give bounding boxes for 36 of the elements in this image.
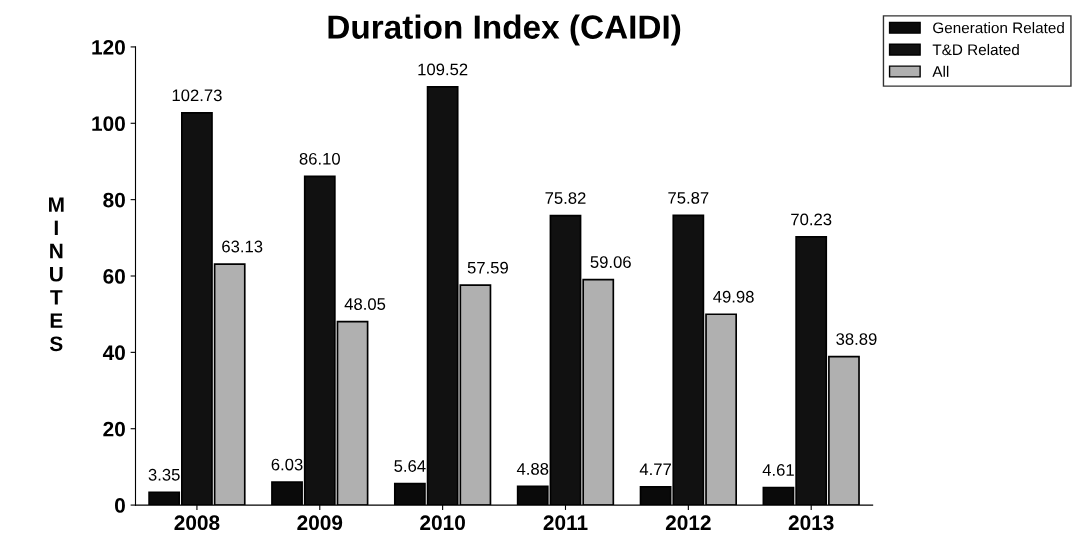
y-tick-label: 80 [103, 192, 125, 208]
data-label: 48.05 [344, 298, 386, 310]
x-tick-label: 2012 [665, 515, 711, 531]
data-label: 86.10 [299, 152, 340, 165]
data-label: 5.64 [394, 460, 426, 472]
y-axis-title: MINUTES [49, 197, 64, 352]
data-label: 57.59 [467, 261, 508, 274]
data-label: 4.77 [639, 463, 671, 476]
data-label: 4.61 [762, 464, 794, 476]
y-tick-label: 20 [103, 421, 125, 437]
x-tick-label: 2011 [543, 515, 588, 531]
y-tick-label: 120 [92, 39, 125, 55]
y-tick-label: 100 [92, 116, 125, 132]
x-tick-label: 2008 [174, 515, 220, 531]
data-label: 102.73 [172, 89, 222, 102]
x-tick-label: 2010 [420, 515, 465, 531]
legend-label: All [932, 65, 949, 77]
data-label: 70.23 [791, 213, 832, 226]
data-label: 49.98 [713, 290, 754, 303]
data-label: 63.13 [222, 240, 263, 253]
data-label: 75.82 [545, 192, 586, 204]
data-label: 4.88 [516, 463, 549, 475]
legend-label: Generation Related [933, 22, 1064, 34]
x-tick-label: 2009 [297, 515, 343, 531]
y-tick-label: 60 [103, 269, 125, 284]
data-label: 59.06 [590, 256, 631, 268]
legend-label: T&D Related [932, 43, 1019, 56]
data-label: 3.35 [148, 468, 180, 481]
data-label: 75.87 [668, 191, 709, 204]
data-label: 38.89 [836, 333, 877, 345]
x-tick-label: 2013 [788, 515, 834, 531]
data-label: 109.52 [418, 63, 468, 76]
y-tick-label: 0 [115, 498, 125, 513]
chart-title: Duration Index (CAIDI) [328, 14, 681, 46]
data-label: 6.03 [271, 458, 303, 471]
y-tick-label: 40 [102, 345, 125, 361]
